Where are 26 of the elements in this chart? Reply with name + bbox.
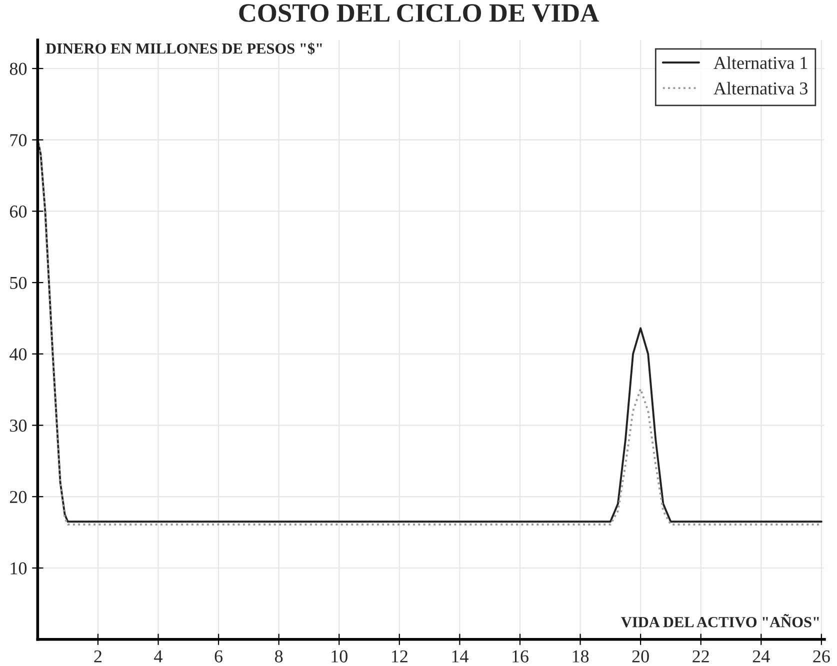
x-tick-label: 22 [692, 650, 709, 662]
y-tick-label: 40 [10, 348, 27, 360]
x-axis-title: VIDA DEL ACTIVO "AÑOS" [621, 614, 819, 628]
y-tick-label: 30 [10, 420, 27, 432]
x-tick-label: 2 [94, 650, 102, 662]
x-tick-label: 6 [214, 650, 223, 662]
x-tick-label: 8 [275, 650, 283, 662]
x-tick-label: 4 [154, 650, 162, 662]
y-tick-label: 60 [10, 205, 27, 218]
x-tick-label: 16 [512, 650, 528, 662]
x-tick-label: 14 [452, 650, 468, 662]
legend-label: Alternativa 3 [714, 82, 808, 95]
y-axis-title: DINERO EN MILLONES DE PESOS "$" [46, 42, 322, 55]
legend-label: Alternativa 1 [714, 56, 808, 70]
x-tick-label: 26 [813, 650, 830, 662]
x-tick-label: 20 [632, 650, 649, 662]
chart-title: COSTO DEL CICLO DE VIDA [239, 4, 599, 22]
y-tick-label: 10 [10, 562, 27, 574]
y-tick-label: 70 [10, 134, 27, 146]
x-tick-label: 24 [752, 650, 770, 662]
y-tick-label: 20 [10, 490, 27, 504]
x-tick-label: 12 [392, 650, 408, 662]
y-tick-label: 50 [10, 276, 27, 290]
x-tick-label: 18 [572, 650, 589, 662]
y-tick-label: 80 [10, 62, 27, 75]
x-tick-label: 10 [332, 650, 348, 662]
